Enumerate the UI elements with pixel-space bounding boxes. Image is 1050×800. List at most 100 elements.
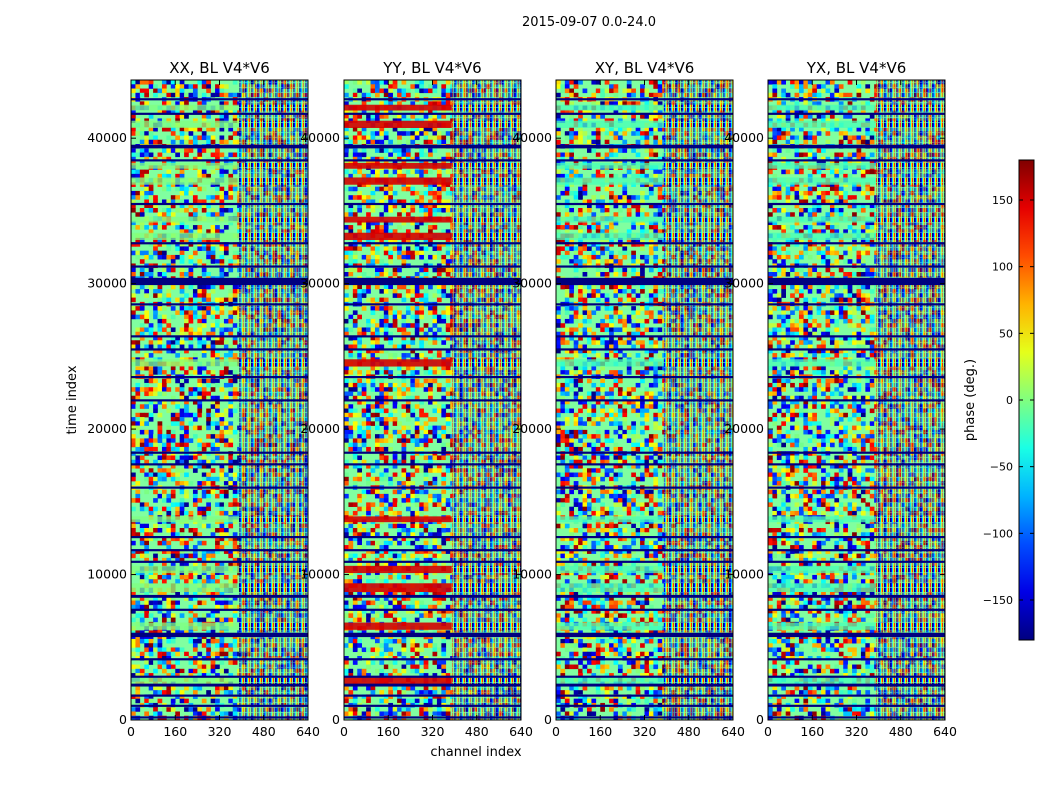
x-tick-label: 480 bbox=[677, 724, 701, 739]
flagged-band bbox=[556, 335, 733, 338]
flagged-band bbox=[344, 303, 521, 306]
y-tick-label: 30000 bbox=[724, 276, 764, 291]
flagged-band bbox=[131, 242, 308, 245]
bright-band bbox=[768, 565, 945, 574]
bright-band bbox=[556, 622, 733, 630]
flagged-band bbox=[556, 463, 733, 466]
flagged-band bbox=[556, 159, 733, 162]
bright-band bbox=[768, 359, 945, 367]
bright-band bbox=[344, 516, 521, 523]
flagged-band bbox=[556, 202, 733, 206]
bright-band bbox=[344, 359, 521, 367]
colorbar-tick-label: −50 bbox=[990, 461, 1013, 474]
y-tick-label: 30000 bbox=[512, 276, 552, 291]
x-tick-label: 0 bbox=[127, 724, 135, 739]
y-tick-label: 20000 bbox=[87, 421, 127, 436]
flagged-band bbox=[768, 694, 945, 697]
bright-band bbox=[131, 583, 308, 592]
x-tick-label: 0 bbox=[340, 724, 348, 739]
x-tick-label: 640 bbox=[721, 724, 745, 739]
flagged-band bbox=[344, 112, 521, 115]
panel-yx: YX, BL V4*V6 0 160 320 480 640 0 10000 20000 3000… bbox=[724, 59, 957, 739]
colorbar-tick-label: 0 bbox=[1006, 394, 1013, 407]
bright-band bbox=[556, 177, 733, 185]
flagged-band bbox=[556, 376, 733, 379]
phase-image bbox=[556, 80, 733, 720]
bright-band bbox=[131, 162, 308, 169]
bright-band bbox=[344, 104, 521, 111]
x-tick-label: 0 bbox=[552, 724, 560, 739]
x-axis-label: channel index bbox=[430, 745, 521, 760]
x-tick-label: 160 bbox=[588, 724, 612, 739]
flagged-band bbox=[768, 277, 945, 286]
flagged-band bbox=[768, 348, 945, 351]
flagged-band bbox=[131, 608, 308, 611]
flagged-band bbox=[131, 658, 308, 661]
colorbar-tick-label: 150 bbox=[992, 194, 1013, 207]
y-tick-label: 0 bbox=[119, 712, 127, 727]
flagged-band bbox=[768, 704, 945, 707]
flagged-band bbox=[344, 704, 521, 707]
flagged-band bbox=[131, 694, 308, 697]
panel-title: YX, BL V4*V6 bbox=[806, 59, 907, 77]
panel-xx: XX, BL V4*V6 0 160 320 480 640 0 10000 20000 3000… bbox=[87, 59, 320, 739]
bright-band bbox=[768, 676, 945, 686]
flagged-band bbox=[556, 348, 733, 351]
flagged-band bbox=[344, 486, 521, 489]
panel-title: XY, BL V4*V6 bbox=[595, 59, 695, 77]
x-tick-label: 160 bbox=[376, 724, 400, 739]
flagged-band bbox=[131, 463, 308, 466]
bright-band bbox=[131, 177, 308, 185]
x-tick-label: 0 bbox=[764, 724, 772, 739]
y-tick-label: 0 bbox=[756, 712, 764, 727]
y-tick-label: 0 bbox=[544, 712, 552, 727]
bright-band bbox=[768, 516, 945, 523]
flagged-band bbox=[556, 98, 733, 101]
x-tick-label: 320 bbox=[633, 724, 657, 739]
colorbar-tick-label: −150 bbox=[983, 594, 1013, 607]
flagged-band bbox=[344, 202, 521, 206]
bright-band bbox=[344, 216, 521, 223]
bright-band bbox=[768, 120, 945, 128]
y-tick-label: 30000 bbox=[300, 276, 340, 291]
flagged-band bbox=[131, 348, 308, 351]
flagged-band bbox=[768, 608, 945, 611]
flagged-band bbox=[131, 144, 308, 149]
flagged-band bbox=[768, 549, 945, 552]
flagged-band bbox=[344, 399, 521, 402]
flagged-band bbox=[131, 560, 308, 563]
flagged-band bbox=[131, 277, 308, 286]
flagged-band bbox=[556, 277, 733, 286]
flagged-band bbox=[768, 486, 945, 489]
bright-band bbox=[768, 216, 945, 223]
panel-title: YY, BL V4*V6 bbox=[382, 59, 481, 77]
bright-band bbox=[131, 104, 308, 111]
y-tick-label: 10000 bbox=[87, 567, 127, 582]
x-tick-label: 480 bbox=[252, 724, 276, 739]
flagged-band bbox=[344, 348, 521, 351]
bright-band bbox=[344, 177, 521, 185]
flagged-band bbox=[344, 463, 521, 466]
flagged-band bbox=[768, 112, 945, 115]
flagged-band bbox=[344, 683, 521, 687]
bright-band bbox=[131, 359, 308, 367]
bright-band bbox=[556, 232, 733, 240]
flagged-band bbox=[556, 536, 733, 539]
flagged-band bbox=[768, 159, 945, 162]
flagged-band bbox=[344, 675, 521, 678]
flagged-band bbox=[131, 683, 308, 687]
y-tick-label: 20000 bbox=[724, 421, 764, 436]
flagged-band bbox=[344, 549, 521, 552]
colorbar-tick-label: −100 bbox=[983, 527, 1013, 540]
bright-band bbox=[131, 120, 308, 128]
flagged-band bbox=[131, 675, 308, 678]
phase-image bbox=[131, 80, 308, 720]
flagged-band bbox=[768, 303, 945, 306]
y-tick-label: 20000 bbox=[512, 421, 552, 436]
flagged-band bbox=[556, 694, 733, 697]
x-tick-label: 320 bbox=[845, 724, 869, 739]
panel-xy: XY, BL V4*V6 0 160 320 480 640 0 10000 20000 3000… bbox=[512, 59, 745, 739]
flagged-band bbox=[131, 536, 308, 539]
x-tick-label: 480 bbox=[889, 724, 913, 739]
